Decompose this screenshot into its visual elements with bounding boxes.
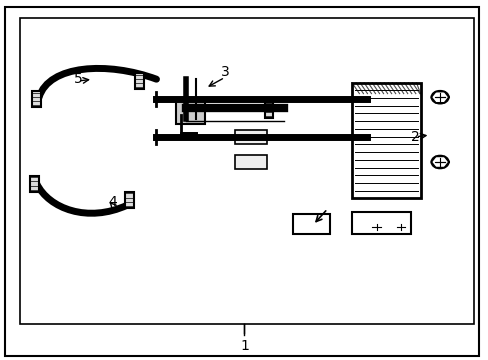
Bar [135, 73, 143, 89]
Bar [176, 99, 205, 124]
Text: 2: 2 [410, 130, 419, 144]
Text: 5: 5 [74, 72, 82, 86]
Bar [293, 214, 329, 234]
Bar [30, 176, 39, 192]
Text: 4: 4 [108, 195, 117, 208]
Bar [351, 212, 410, 234]
Bar [234, 155, 266, 169]
Bar [32, 91, 41, 107]
Bar [234, 130, 266, 144]
Bar [264, 102, 273, 118]
Bar [125, 192, 134, 208]
Text: 1: 1 [240, 339, 248, 352]
Bar [351, 83, 420, 198]
Bar [20, 18, 473, 324]
Text: 3: 3 [220, 65, 229, 79]
